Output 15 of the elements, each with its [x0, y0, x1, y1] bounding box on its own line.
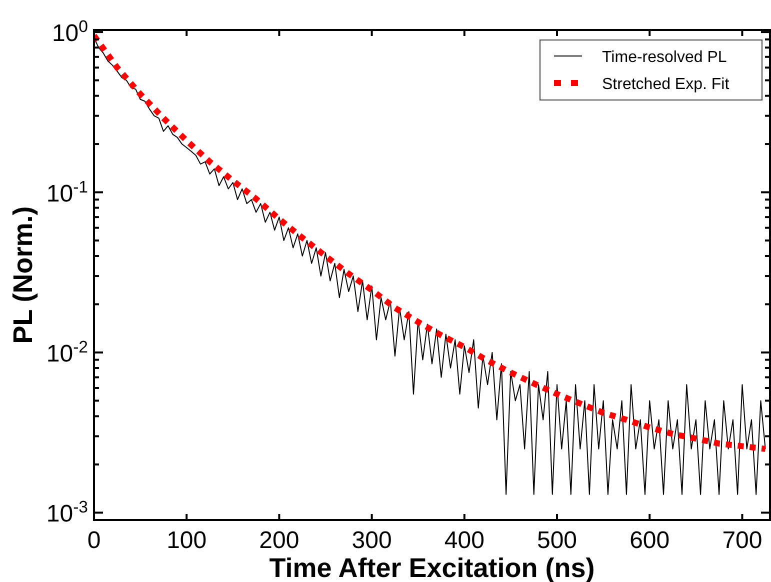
x-tick-label: 100 [166, 527, 207, 554]
y-axis-title: PL (Norm.) [8, 206, 38, 344]
x-tick-label: 600 [630, 527, 670, 554]
y-tick-label: 10$^{0}$ [52, 16, 88, 48]
y-tick-label: 10$^{-2}$ [46, 336, 88, 368]
legend-label: Stretched Exp. Fit [602, 76, 730, 93]
x-tick-label: 0 [87, 527, 101, 554]
legend-label: Time-resolved PL [602, 49, 727, 66]
y-tick-label: 10$^{-1}$ [46, 176, 88, 208]
x-tick-label: 200 [259, 527, 300, 554]
x-tick-label: 700 [722, 527, 762, 554]
y-tick-label: 10$^{-3}$ [46, 497, 88, 528]
x-tick-label: 300 [352, 527, 392, 554]
x-tick-label: 500 [536, 527, 578, 554]
x-tick-label: 400 [444, 527, 484, 554]
